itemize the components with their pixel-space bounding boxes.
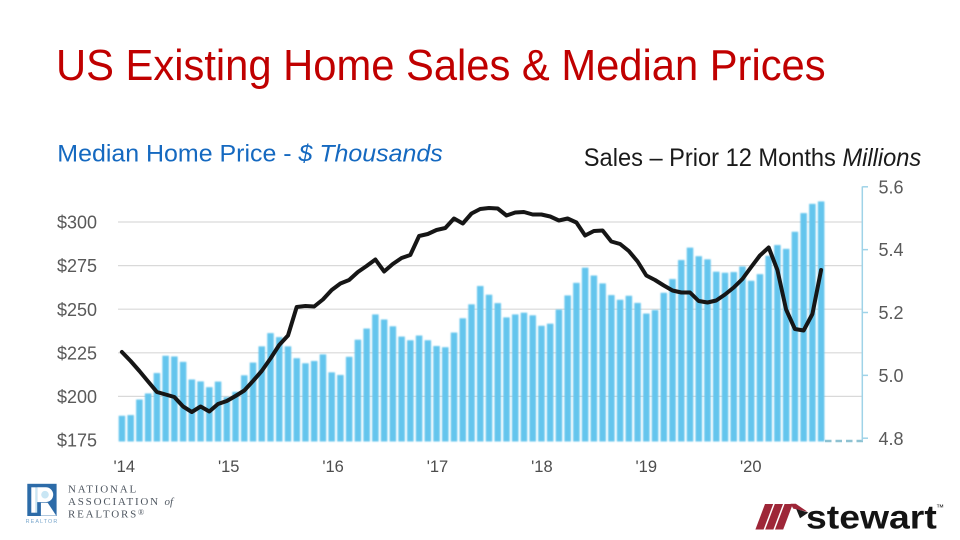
svg-text:™: ™ — [936, 503, 944, 512]
svg-text:$175: $175 — [57, 431, 97, 451]
svg-text:$300: $300 — [57, 213, 97, 233]
svg-text:$200: $200 — [57, 387, 97, 407]
svg-text:4.8: 4.8 — [879, 429, 904, 449]
svg-text:REALTOR: REALTOR — [26, 519, 59, 525]
svg-text:$275: $275 — [57, 256, 97, 276]
svg-text:US Existing Home Sales & Media: US Existing Home Sales & Median Prices — [56, 41, 826, 90]
svg-text:5.4: 5.4 — [879, 240, 904, 260]
svg-text:'16: '16 — [322, 458, 344, 476]
svg-text:5.6: 5.6 — [879, 177, 904, 197]
svg-text:$250: $250 — [57, 300, 97, 320]
svg-text:Median Home Price - $ Thousand: Median Home Price - $ Thousands — [57, 141, 442, 167]
svg-text:stewart: stewart — [806, 499, 937, 536]
svg-text:'17: '17 — [427, 458, 449, 476]
svg-text:'15: '15 — [218, 458, 240, 476]
svg-text:5.0: 5.0 — [879, 366, 904, 386]
svg-text:5.2: 5.2 — [879, 303, 904, 323]
svg-text:REALTORS®: REALTORS® — [68, 508, 144, 521]
svg-text:'20: '20 — [740, 458, 762, 476]
svg-text:'19: '19 — [636, 458, 658, 476]
svg-text:'14: '14 — [114, 458, 136, 476]
svg-text:ASSOCIATION of: ASSOCIATION of — [68, 496, 175, 508]
svg-text:$225: $225 — [57, 343, 97, 363]
svg-text:NATIONAL: NATIONAL — [68, 484, 138, 496]
svg-text:Sales – Prior 12 Months Millio: Sales – Prior 12 Months Millions — [584, 145, 921, 173]
svg-text:'18: '18 — [531, 458, 553, 476]
